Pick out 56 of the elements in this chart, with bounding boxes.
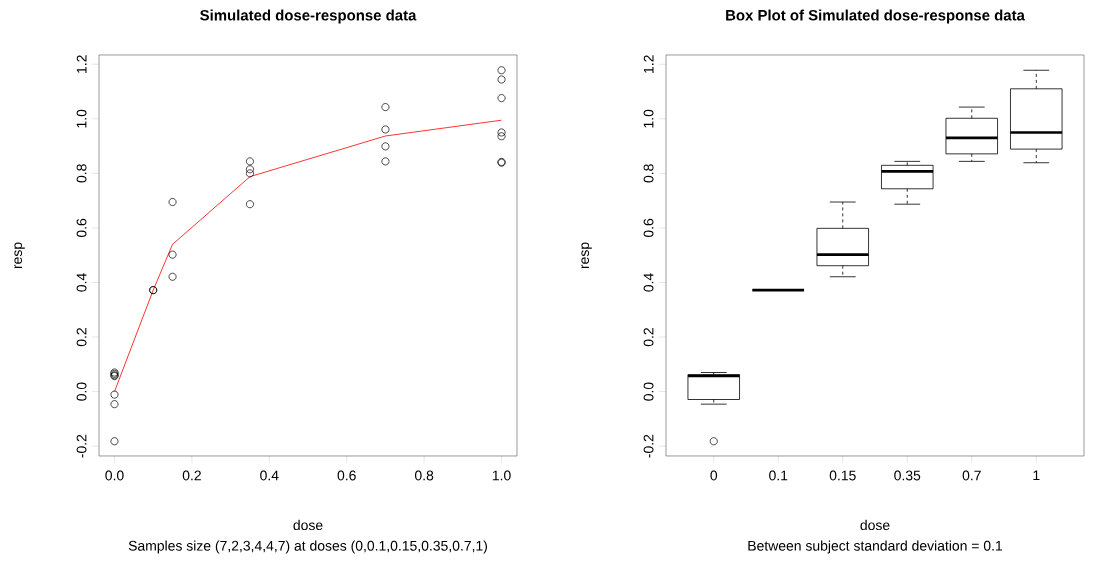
- text: Between subject standard deviation = 0.1: [748, 540, 1003, 554]
- x-tick-label: 1: [1033, 470, 1040, 481]
- y-axis-title: resp: [14, 242, 25, 269]
- point: [168, 250, 177, 259]
- point: [381, 157, 390, 166]
- y-tick-label: 0.6: [643, 218, 654, 238]
- point: [168, 272, 177, 281]
- y-tick-label: 1.2: [76, 55, 87, 73]
- y-tick-label: -0.2: [76, 434, 87, 458]
- x-tick-label: 0.4: [260, 470, 279, 481]
- chart-title: Simulated dose-response data: [200, 9, 417, 24]
- point: [497, 75, 506, 84]
- point: [381, 125, 390, 134]
- y-tick-label: 1.0: [643, 109, 654, 128]
- y-tick-label: 0.6: [76, 218, 87, 238]
- point: [246, 165, 254, 174]
- point: [168, 198, 177, 206]
- line-series: [114, 119, 502, 393]
- point: [381, 103, 390, 112]
- point: [381, 142, 390, 151]
- x-tick-label: 0.6: [337, 470, 356, 481]
- x-axis-title: dose: [860, 519, 890, 531]
- y-tick-label: 0.8: [643, 164, 654, 183]
- y-tick-label: 0.2: [643, 328, 654, 347]
- point: [497, 94, 506, 103]
- x-tick-label: 0.7: [962, 470, 981, 481]
- x-tick-label: 0.0: [105, 470, 124, 481]
- point: [497, 132, 506, 141]
- y-tick-label: 0.2: [76, 328, 87, 347]
- x-tick-label: 1.0: [492, 470, 511, 481]
- x-tick-label: 0.1: [769, 470, 788, 481]
- point: [497, 66, 506, 75]
- y-tick-label: -0.2: [643, 434, 654, 458]
- text: Samples size (7,2,3,4,4,7) at doses (0,0.1,0.15,0.35,0.7,1): [128, 540, 487, 554]
- point: [246, 157, 254, 166]
- y-tick-label: 1.0: [76, 109, 87, 128]
- x-axis-title: dose: [293, 519, 323, 531]
- point: [110, 390, 119, 399]
- point: [246, 200, 254, 209]
- point: [110, 437, 119, 446]
- y-tick-label: 0.0: [76, 382, 87, 401]
- chart-title: Box Plot of Simulated dose-response data: [726, 9, 1025, 24]
- y-tick-label: 0.8: [76, 164, 87, 183]
- point: [497, 128, 506, 137]
- point: [246, 169, 254, 178]
- y-tick-label: 0.4: [76, 273, 87, 292]
- x-tick-label: 0.2: [182, 470, 201, 481]
- x-tick-label: 0.8: [414, 470, 434, 481]
- x-tick-label: 0.35: [894, 470, 921, 481]
- x-tick-label: 0.15: [829, 470, 856, 481]
- y-axis-title: resp: [581, 242, 592, 269]
- y-tick-label: 0.4: [643, 273, 654, 292]
- y-tick-label: 1.2: [643, 55, 654, 73]
- y-tick-label: 0.0: [643, 382, 654, 401]
- point: [110, 400, 119, 409]
- x-tick-label: 0: [710, 470, 718, 481]
